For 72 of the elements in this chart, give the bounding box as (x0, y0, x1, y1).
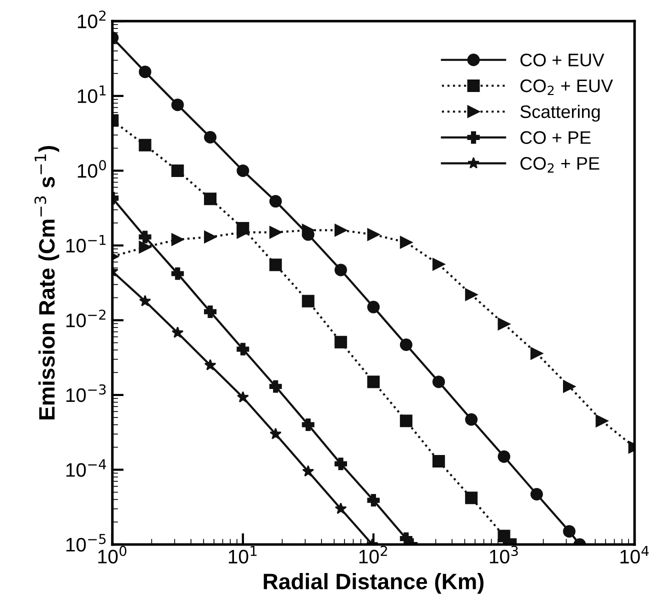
point (171, 164, 184, 177)
point (334, 224, 348, 236)
x-tick-label: 10$^{2}$ (359, 546, 388, 564)
point (302, 418, 314, 431)
point (465, 288, 478, 301)
point (204, 131, 216, 144)
point (236, 391, 249, 403)
point (204, 305, 216, 318)
point (171, 233, 184, 246)
point (367, 376, 380, 388)
point (432, 454, 445, 468)
point (400, 338, 412, 351)
y-tick-label: 10$^{0}$ (78, 160, 106, 178)
point (367, 228, 380, 241)
y-tick-label: 10$^{−3}$ (66, 384, 106, 402)
y-axis-title: Emission Rate (Cm$^{−3}$ s$^{−1}$) (34, 146, 60, 420)
point (269, 226, 282, 239)
point (138, 138, 152, 152)
point (204, 358, 216, 370)
point (530, 488, 543, 501)
point (204, 230, 216, 244)
point (334, 458, 348, 470)
point (270, 428, 282, 440)
legend-label: Scattering (520, 104, 600, 122)
point (139, 294, 152, 306)
y-tick-label: 10$^{−4}$ (66, 459, 106, 477)
point (236, 342, 250, 356)
y-tick-label: 10$^{−1}$ (66, 235, 106, 253)
legend-label: CO$_{2}$ + EUV (520, 79, 613, 95)
point (498, 450, 510, 463)
legend-label: CO$_{2}$ + PE (520, 157, 600, 173)
x-tick-label: 10$^{0}$ (98, 546, 126, 564)
point (172, 326, 184, 338)
point (302, 224, 314, 236)
point (432, 258, 445, 271)
point (171, 267, 184, 280)
point (138, 230, 152, 244)
legend-label: CO + PE (520, 131, 591, 144)
point (465, 413, 478, 426)
y-tick-label: 10$^{1}$ (78, 85, 106, 104)
point (171, 98, 184, 112)
y-tick-label: 10$^{2}$ (78, 10, 106, 28)
point (400, 414, 412, 428)
point (334, 502, 347, 514)
point (432, 376, 445, 388)
point (367, 494, 380, 507)
x-tick-label: 10$^{3}$ (490, 546, 518, 564)
legend-label: CO + EUV (520, 54, 604, 66)
point (302, 294, 314, 308)
point (138, 240, 152, 254)
point (269, 380, 282, 393)
point (269, 195, 282, 208)
point (204, 192, 216, 206)
y-tick-label: 10$^{−2}$ (66, 310, 106, 328)
x-tick-label: 10$^{1}$ (228, 546, 257, 564)
point (138, 66, 152, 78)
point (562, 525, 576, 538)
point (596, 414, 608, 428)
point (530, 347, 543, 360)
point (334, 264, 348, 276)
point (269, 258, 282, 272)
point (334, 336, 348, 348)
point (302, 465, 314, 477)
point (498, 318, 510, 330)
x-axis-title: Radial Distance (Km) (264, 573, 484, 594)
point (236, 226, 250, 239)
x-tick-label: 10$^{4}$ (620, 546, 649, 564)
point (236, 164, 250, 177)
point (465, 492, 478, 504)
point (562, 380, 576, 393)
point (400, 236, 412, 249)
point (367, 300, 380, 314)
